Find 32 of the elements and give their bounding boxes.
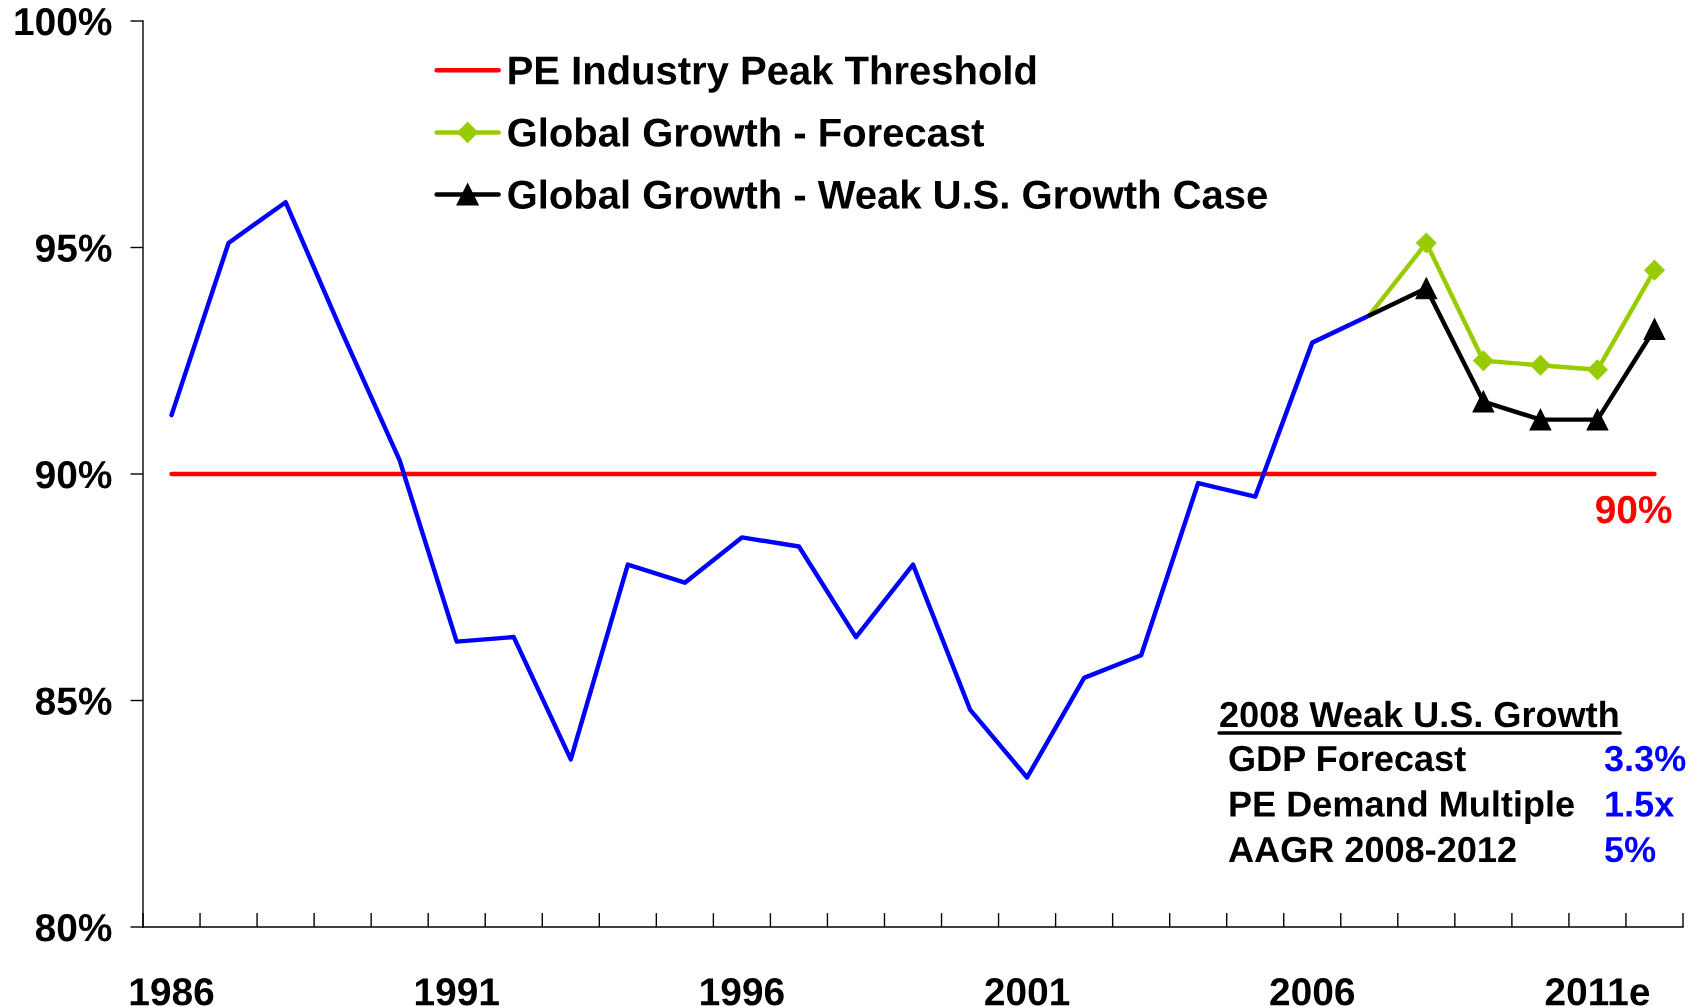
- point: [1415, 277, 1438, 300]
- legend-label: PE Industry Peak Threshold: [509, 55, 1036, 93]
- point: [1473, 350, 1494, 372]
- x-tick-label: 1991: [415, 978, 499, 1006]
- y-tick-label: 90%: [35, 460, 112, 489]
- legend-label: Global Growth - Weak U.S. Growth Case: [508, 179, 1267, 209]
- point: [1472, 390, 1495, 413]
- y-tick-label: 100%: [15, 7, 112, 36]
- point: [1586, 408, 1609, 431]
- y-tick-label: 80%: [35, 913, 112, 942]
- point: [1415, 232, 1437, 254]
- x-tick-label: 2011e: [1545, 978, 1650, 1006]
- annotation: GDP Forecast: [1229, 745, 1466, 772]
- point: [1643, 318, 1666, 340]
- point: [1644, 259, 1665, 281]
- point: [1529, 408, 1552, 431]
- point: [1587, 359, 1608, 381]
- legend-label: Global Growth - Forecast: [508, 117, 984, 147]
- x-tick-label: 1986: [130, 978, 214, 1006]
- y-tick-label: 95%: [35, 234, 112, 262]
- x-tick-label: 2001: [985, 978, 1070, 1006]
- annotation: 3.3%: [1604, 745, 1686, 772]
- annotation: AAGR 2008-2012: [1228, 836, 1516, 863]
- annotation: 90%: [1596, 495, 1672, 524]
- annotation: 1.5x: [1606, 791, 1675, 817]
- annotation: 5%: [1605, 836, 1656, 863]
- x-tick-label: 2006: [1270, 978, 1355, 1006]
- x-tick-label: 1996: [701, 978, 784, 1006]
- point: [1530, 354, 1551, 376]
- annotation: PE Demand Multiple: [1230, 790, 1574, 824]
- y-tick-label: 85%: [35, 687, 112, 715]
- annotation: 2008 Weak U.S. Growth: [1220, 700, 1618, 728]
